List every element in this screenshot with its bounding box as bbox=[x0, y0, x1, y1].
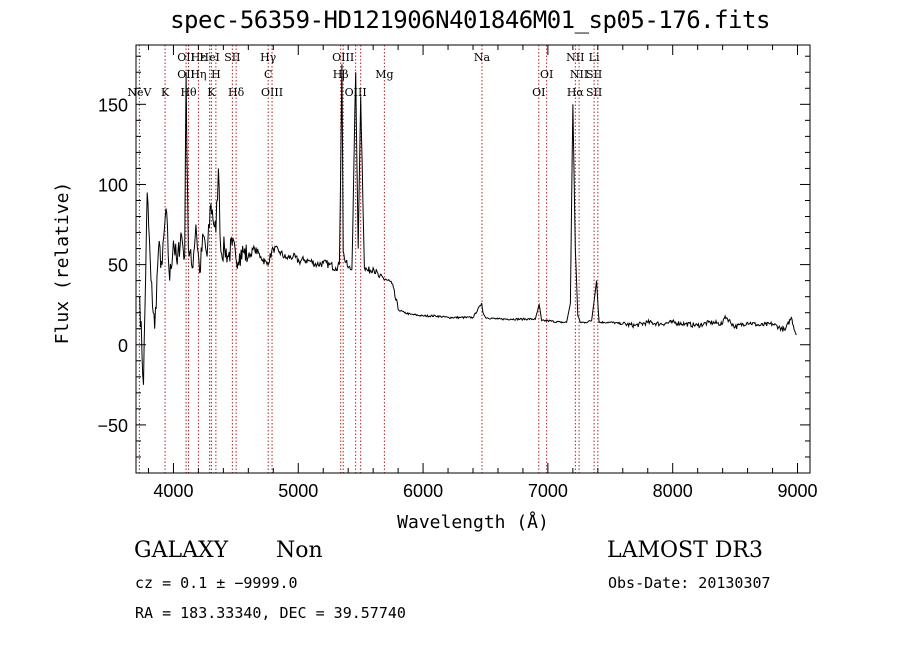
x-axis-label: Wavelength (Å) bbox=[397, 511, 549, 533]
line-label: OI bbox=[540, 68, 553, 81]
line-label: NII bbox=[570, 68, 588, 81]
y-axis-label: Flux (relative) bbox=[52, 182, 73, 345]
plot-frame bbox=[135, 44, 811, 474]
line-label: OIII bbox=[332, 51, 354, 64]
y-tick-label: 0 bbox=[118, 336, 128, 356]
line-label: SII bbox=[586, 68, 602, 81]
line-label: Hγ bbox=[260, 51, 277, 64]
line-label: OII bbox=[177, 68, 195, 81]
line-label: K bbox=[207, 86, 216, 99]
spectrum-series bbox=[139, 64, 797, 385]
x-tick-label: 5000 bbox=[278, 481, 318, 501]
line-label: Hη bbox=[190, 68, 206, 81]
ra-dec-readout: RA = 183.33340, DEC = 39.57740 bbox=[135, 604, 406, 622]
obs-date: Obs-Date: 20130307 bbox=[608, 574, 771, 592]
line-label: Hθ bbox=[180, 86, 197, 99]
line-label: Li bbox=[589, 51, 600, 64]
x-tick-label: 8000 bbox=[653, 481, 693, 501]
object-subclass: Non bbox=[276, 538, 323, 563]
x-tick-label: 9000 bbox=[777, 481, 817, 501]
line-label: HeI bbox=[199, 51, 219, 64]
chart-title: spec-56359-HD121906N401846M01_sp05-176.f… bbox=[170, 6, 770, 34]
axis-ticks: 4000 5000 6000 7000 8000 9000 −50 0 50 100 150 bbox=[97, 45, 818, 501]
line-label: Hα bbox=[567, 86, 585, 99]
x-tick-label: 6000 bbox=[403, 481, 443, 501]
line-label: NeV bbox=[127, 86, 152, 99]
y-tick-label: 150 bbox=[98, 95, 128, 115]
x-tick-label: 4000 bbox=[153, 481, 193, 501]
line-label: SII bbox=[224, 51, 240, 64]
y-tick-label: 100 bbox=[98, 175, 128, 195]
line-label: SII bbox=[586, 86, 602, 99]
x-tick-label: 7000 bbox=[528, 481, 568, 501]
object-class: GALAXY bbox=[134, 538, 229, 563]
line-label: OIII bbox=[345, 86, 367, 99]
line-label: NII bbox=[566, 51, 584, 64]
y-tick-label: 50 bbox=[108, 256, 128, 276]
spectral-line-markers bbox=[138, 45, 599, 473]
line-label: K bbox=[161, 86, 170, 99]
line-label: Hδ bbox=[228, 86, 245, 99]
line-label: Hβ bbox=[333, 68, 349, 81]
survey-name: LAMOST DR3 bbox=[607, 538, 763, 563]
redshift-readout: cz = 0.1 ± −9999.0 bbox=[135, 574, 298, 592]
line-label: C bbox=[264, 68, 272, 81]
spectrum-line bbox=[139, 64, 797, 385]
line-label: H bbox=[211, 68, 221, 81]
line-label: OIII bbox=[261, 86, 283, 99]
line-label: Mg bbox=[375, 68, 393, 81]
line-label: OI bbox=[532, 86, 545, 99]
line-label: Na bbox=[474, 51, 491, 64]
line-labels: NeV KOIIOIIHθHεHηHeIKHSIIHδHγCOIIIHβOIIIO… bbox=[127, 51, 602, 99]
line-label: Hε bbox=[191, 51, 207, 64]
y-tick-label: −50 bbox=[97, 416, 128, 436]
line-label: OII bbox=[177, 51, 195, 64]
